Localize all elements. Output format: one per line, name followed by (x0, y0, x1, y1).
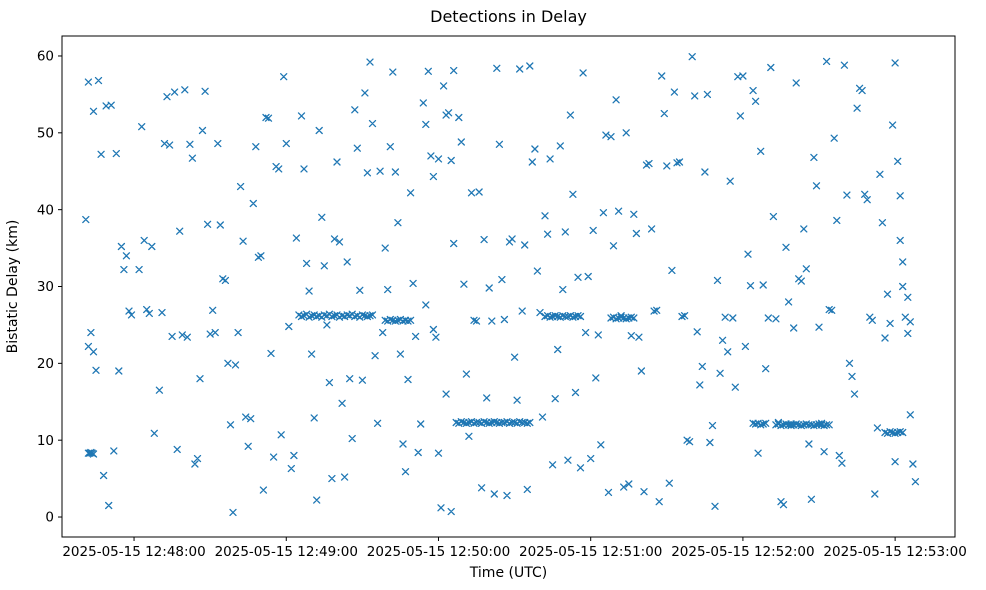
x-axis-label: Time (UTC) (469, 565, 547, 581)
scatter-points (82, 53, 920, 517)
y-tick-label: 60 (37, 49, 54, 65)
x-tick-label: 2025-05-15 12:49:00 (215, 544, 358, 560)
chart-title: Detections in Delay (430, 7, 587, 26)
y-tick-label: 50 (37, 126, 54, 142)
y-ticks: 0 10 20 30 40 50 60 (37, 49, 62, 526)
y-tick-label: 10 (37, 433, 54, 449)
y-tick-label: 40 (37, 202, 54, 218)
plot-border (61, 35, 956, 538)
y-tick-label: 0 (45, 510, 54, 526)
y-tick-label: 20 (37, 356, 54, 372)
x-tick-label: 2025-05-15 12:48:00 (62, 544, 205, 560)
y-tick-label: 30 (37, 279, 54, 295)
x-tick-label: 2025-05-15 12:52:00 (671, 544, 814, 560)
x-tick-label: 2025-05-15 12:50:00 (367, 544, 510, 560)
x-tick-label: 2025-05-15 12:53:00 (823, 544, 966, 560)
x-tick-label: 2025-05-15 12:51:00 (519, 544, 662, 560)
x-ticks: 2025-05-15 12:48:00 2025-05-15 12:49:00 20… (62, 537, 967, 560)
y-axis-label: Bistatic Delay (km) (5, 220, 21, 354)
